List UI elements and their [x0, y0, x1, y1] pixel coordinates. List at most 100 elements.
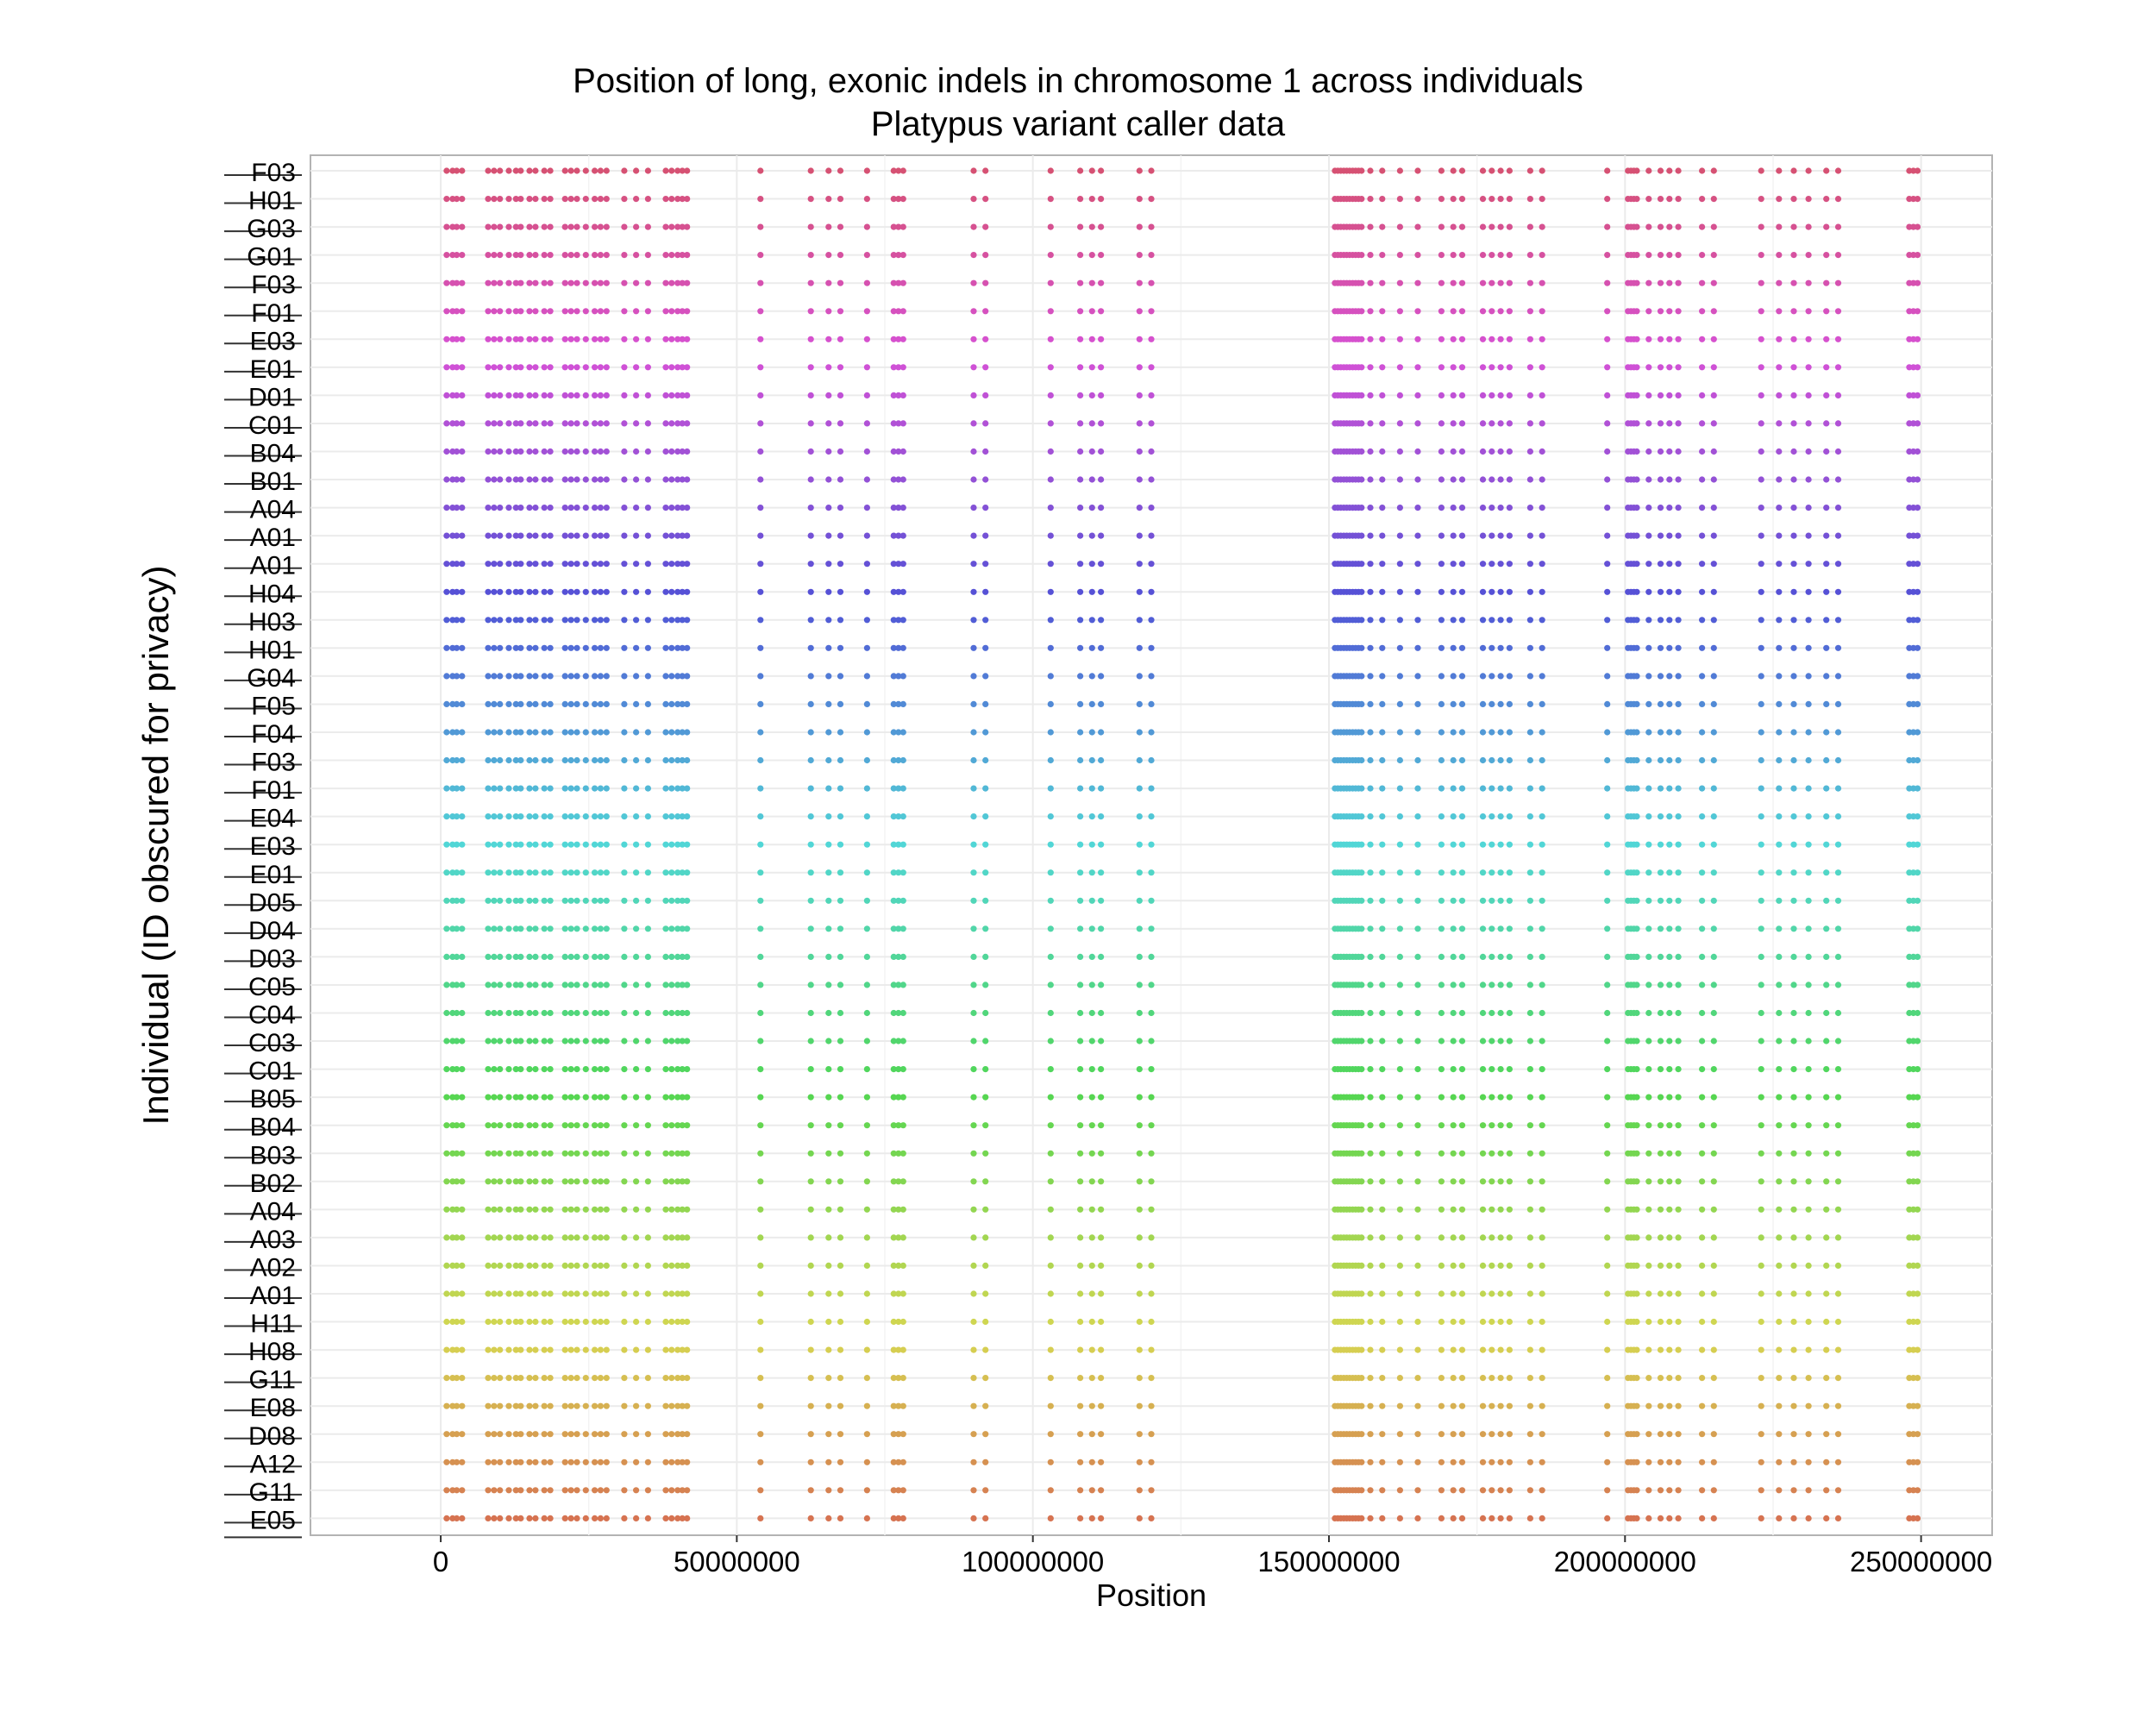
- data-point: [459, 279, 466, 286]
- data-point: [1834, 476, 1842, 483]
- data-point: [1414, 1122, 1421, 1129]
- data-point: [597, 1431, 605, 1438]
- data-point: [541, 953, 548, 960]
- data-point: [1489, 841, 1495, 848]
- data-point: [517, 1150, 524, 1157]
- data-point: [982, 1431, 989, 1438]
- data-point: [573, 1178, 580, 1185]
- data-point: [485, 1234, 492, 1241]
- data-point: [603, 1262, 610, 1269]
- data-point: [592, 561, 599, 568]
- data-point: [1834, 1122, 1842, 1129]
- data-point: [1914, 1515, 1921, 1521]
- data-point: [1358, 785, 1365, 792]
- data-point: [517, 1402, 524, 1409]
- data-point: [662, 1178, 669, 1185]
- data-point: [567, 644, 574, 651]
- data-point: [1666, 196, 1673, 203]
- data-point: [863, 869, 871, 876]
- data-point: [1438, 1375, 1445, 1382]
- data-point: [633, 673, 640, 680]
- data-point: [497, 1150, 504, 1157]
- data-point: [890, 1178, 897, 1185]
- data-point: [1823, 1150, 1830, 1157]
- data-point: [532, 1009, 539, 1017]
- data-point: [573, 756, 580, 764]
- data-point: [1450, 252, 1457, 259]
- data-point: [895, 617, 902, 624]
- data-point: [1148, 392, 1155, 398]
- data-point: [526, 897, 533, 904]
- data-point: [621, 1458, 628, 1465]
- data-point: [1657, 1094, 1664, 1101]
- data-point: [1136, 1234, 1143, 1241]
- data-point: [454, 336, 461, 342]
- data-point: [1358, 1009, 1365, 1017]
- data-point: [512, 532, 519, 539]
- data-point: [1758, 448, 1764, 455]
- data-point: [547, 505, 554, 511]
- data-point: [1675, 1262, 1682, 1269]
- data-point: [825, 167, 832, 174]
- data-point: [1539, 1318, 1545, 1326]
- data-point: [895, 1066, 902, 1073]
- data-point: [567, 1346, 574, 1353]
- data-point: [459, 1487, 466, 1494]
- data-point: [899, 1150, 906, 1157]
- data-point: [1834, 1206, 1842, 1213]
- data-point: [1526, 308, 1533, 315]
- y-tick-label: E03: [250, 327, 296, 355]
- data-point: [1914, 897, 1921, 904]
- data-point: [1710, 1458, 1717, 1465]
- data-point: [1367, 476, 1374, 483]
- data-point: [1136, 841, 1143, 848]
- data-point: [899, 420, 906, 427]
- data-point: [807, 448, 814, 455]
- data-point: [526, 1122, 533, 1129]
- data-point: [1497, 476, 1504, 483]
- data-point: [668, 223, 675, 230]
- data-point: [497, 841, 504, 848]
- data-point: [1479, 729, 1487, 736]
- data-point: [1914, 1318, 1921, 1326]
- data-point: [597, 505, 605, 511]
- data-point: [1438, 1066, 1445, 1073]
- data-point: [890, 588, 897, 595]
- data-point: [1657, 953, 1664, 960]
- data-point: [1666, 953, 1673, 960]
- data-point: [1497, 1290, 1504, 1297]
- data-point: [1657, 1009, 1664, 1017]
- data-point: [684, 673, 691, 680]
- data-point: [603, 1515, 610, 1521]
- data-point: [603, 673, 610, 680]
- data-point: [1489, 1234, 1495, 1241]
- data-point: [1450, 1206, 1457, 1213]
- y-tick-label: B04: [250, 1113, 296, 1142]
- data-point: [1450, 1150, 1457, 1157]
- data-point: [1047, 1038, 1054, 1044]
- data-point: [1710, 1009, 1717, 1017]
- data-point: [825, 1515, 832, 1521]
- data-point: [895, 167, 902, 174]
- data-point: [1379, 561, 1386, 568]
- data-point: [1358, 448, 1365, 455]
- data-point: [1604, 1122, 1611, 1129]
- data-point: [1077, 617, 1084, 624]
- data-point: [1526, 1262, 1533, 1269]
- data-point: [1604, 1094, 1611, 1101]
- data-point: [668, 532, 675, 539]
- data-point: [485, 1346, 492, 1353]
- data-point: [454, 1431, 461, 1438]
- data-point: [512, 561, 519, 568]
- data-point: [1379, 644, 1386, 651]
- data-point: [561, 1009, 568, 1017]
- data-point: [1539, 785, 1545, 792]
- data-point: [1776, 1206, 1783, 1213]
- data-point: [485, 1375, 492, 1382]
- data-point: [621, 1150, 628, 1157]
- data-point: [621, 223, 628, 230]
- data-point: [1479, 1402, 1487, 1409]
- data-point: [1438, 1515, 1445, 1521]
- data-point: [512, 953, 519, 960]
- data-point: [526, 982, 533, 988]
